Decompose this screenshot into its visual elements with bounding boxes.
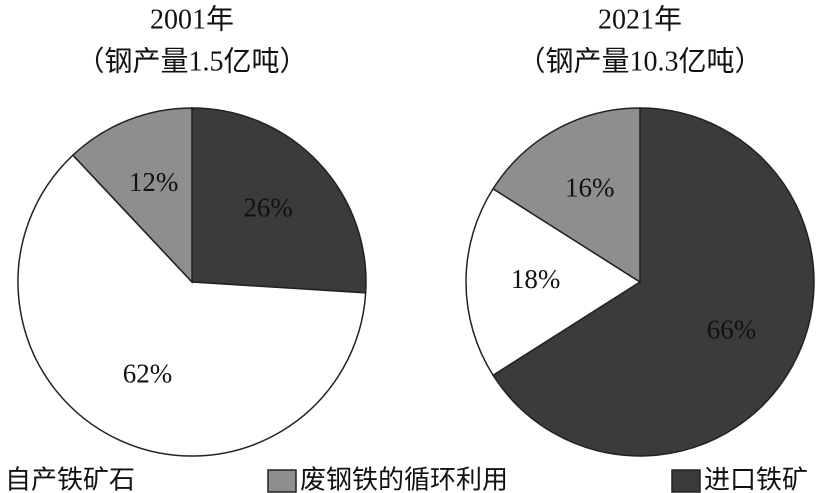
pie-slice <box>465 187 642 377</box>
chart-subtitle: （钢产量1.5亿吨） <box>76 45 307 77</box>
pie-slice <box>492 107 641 284</box>
legend-label: 进口铁矿 <box>704 466 808 493</box>
legend-label: 自产铁矿石 <box>5 466 135 493</box>
value-label: 18% <box>511 264 561 294</box>
chart-title: 2001年 <box>150 3 234 35</box>
value-label: 66% <box>707 314 757 344</box>
chart-title: 2021年 <box>598 3 682 35</box>
pie-slice <box>492 107 815 457</box>
value-label: 12% <box>129 167 179 197</box>
legend-swatch <box>267 469 297 493</box>
legend-swatch <box>671 469 701 493</box>
pie-slice <box>71 107 193 284</box>
pie-slice <box>191 107 367 294</box>
value-label: 26% <box>243 193 293 223</box>
value-label: 62% <box>123 359 173 389</box>
legend-label: 废钢铁的循环利用 <box>300 466 508 493</box>
pie-slice <box>17 154 367 457</box>
value-label: 16% <box>565 173 615 203</box>
chart-subtitle: （钢产量10.3亿吨） <box>517 45 762 77</box>
